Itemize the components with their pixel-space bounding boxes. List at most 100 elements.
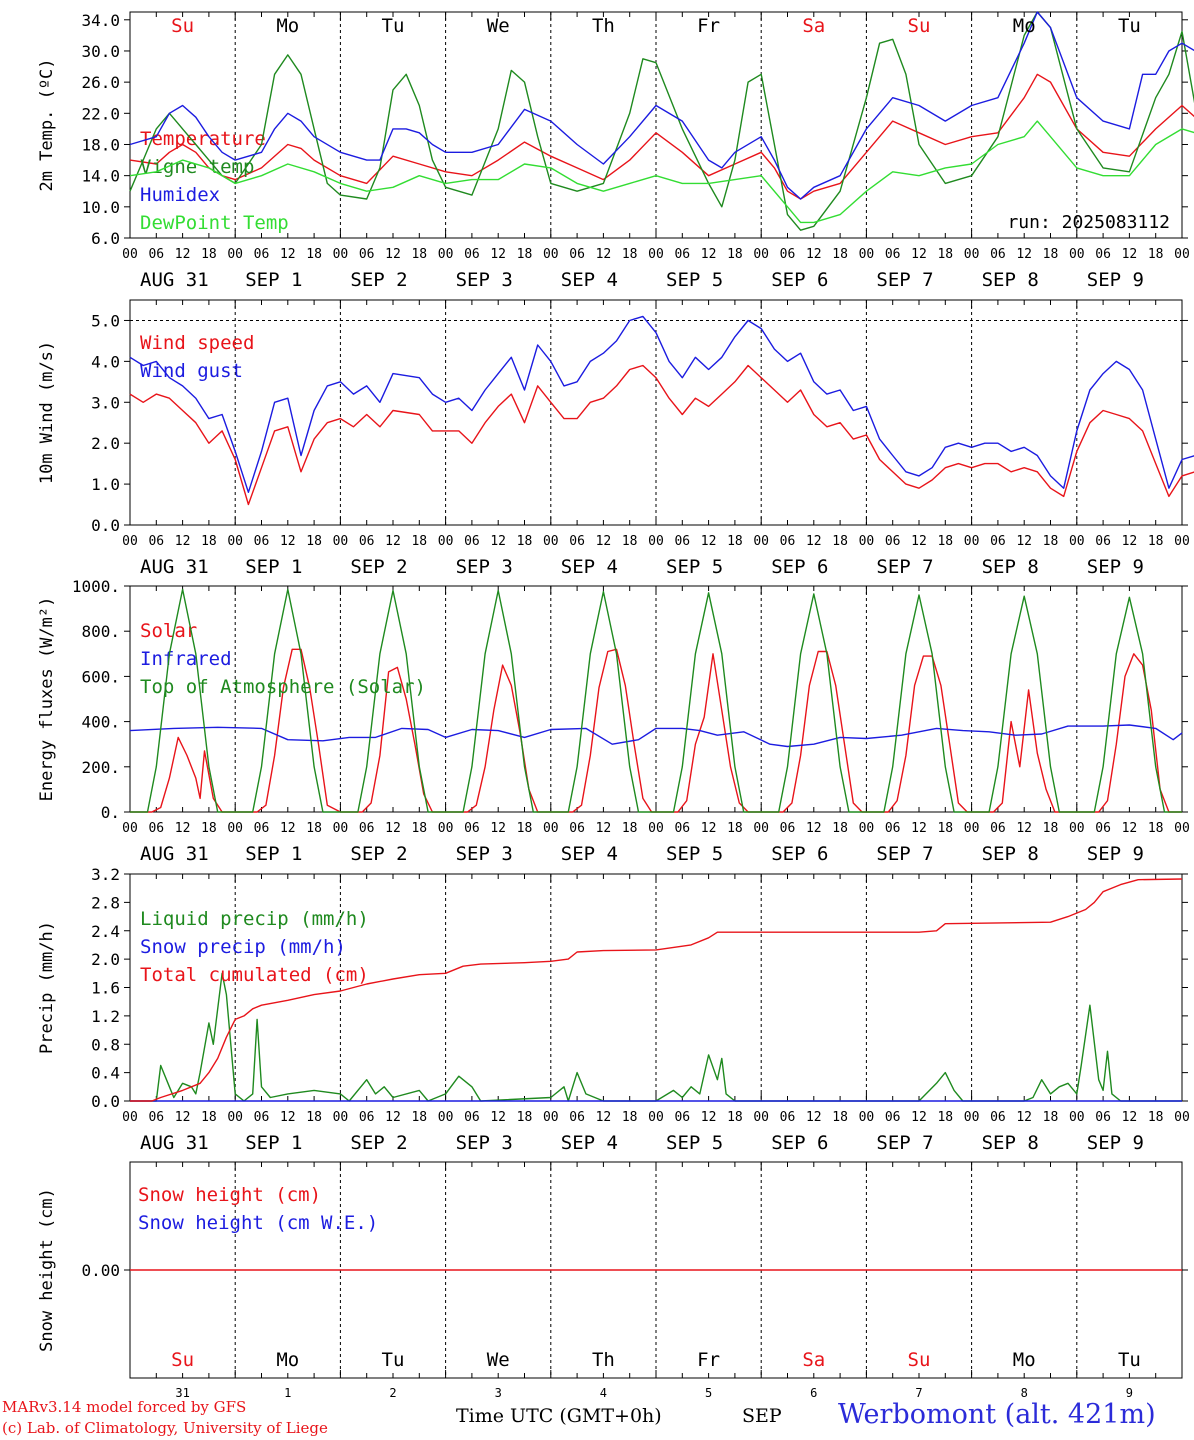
weekday-label: Mo <box>276 15 299 37</box>
hour-label: 06 <box>148 247 164 262</box>
hour-label: 12 <box>280 247 296 262</box>
date-label: AUG 31 <box>140 556 209 578</box>
date-label: AUG 31 <box>140 843 209 865</box>
weekday-label: Sa <box>802 1349 825 1371</box>
hour-label: 18 <box>1043 1110 1059 1125</box>
date-label: SEP 8 <box>982 1132 1039 1154</box>
hour-label: 06 <box>464 247 480 262</box>
hour-label: 00 <box>648 247 664 262</box>
hour-label: 06 <box>780 247 796 262</box>
hour-label: 18 <box>411 247 427 262</box>
date-label: SEP 4 <box>561 556 618 578</box>
hour-label: 06 <box>569 821 585 836</box>
hour-label: 00 <box>1069 1110 1085 1125</box>
weekday-label: Fr <box>697 15 720 37</box>
weekday-label: Mo <box>1013 15 1036 37</box>
date-label: SEP 8 <box>982 556 1039 578</box>
hour-label: 06 <box>780 1110 796 1125</box>
hour-label: 12 <box>385 534 401 549</box>
hour-label: 18 <box>306 1110 322 1125</box>
y-axis-label: 2m Temp. (ºC) <box>37 58 57 191</box>
y-tick-label: 2.8 <box>91 893 120 912</box>
weekday-label: Sa <box>802 15 825 37</box>
hour-label: 18 <box>306 821 322 836</box>
date-label: SEP 9 <box>1087 1132 1144 1154</box>
hour-label: 06 <box>990 821 1006 836</box>
hour-label: 06 <box>254 1110 270 1125</box>
date-label: SEP 4 <box>561 1132 618 1154</box>
hour-label: 12 <box>1016 1110 1032 1125</box>
hour-label: 18 <box>727 247 743 262</box>
hour-label: 18 <box>1148 821 1164 836</box>
run-annotation: run: 2025083112 <box>1007 212 1170 233</box>
hour-label: 00 <box>859 821 875 836</box>
panel-precip: 0.0 0.4 0.8 1.2 1.6 2.0 2.4 2.8 3.2 Precip (mm/h)… <box>37 865 1190 1154</box>
date-label: SEP 9 <box>1087 269 1144 291</box>
hour-label: 18 <box>1148 1110 1164 1125</box>
hour-label: 12 <box>490 534 506 549</box>
hour-label: 12 <box>596 1110 612 1125</box>
day-number-label: 2 <box>389 1386 396 1400</box>
date-label: SEP 3 <box>456 1132 513 1154</box>
hour-label: 00 <box>438 1110 454 1125</box>
y-tick-label: 800. <box>81 622 120 641</box>
y-tick-label: 34.0 <box>81 11 120 30</box>
hour-label: 18 <box>306 247 322 262</box>
legend-entry: Total cumulated (cm) <box>140 964 369 986</box>
legend-entry: Solar <box>140 620 197 642</box>
date-label: SEP 1 <box>245 556 302 578</box>
y-tick-label: 2.0 <box>91 950 120 969</box>
hour-label: 12 <box>1016 534 1032 549</box>
series-line-0 <box>129 364 1194 506</box>
date-label: SEP 5 <box>666 1132 723 1154</box>
hour-label: 18 <box>832 247 848 262</box>
date-label: SEP 6 <box>771 1132 828 1154</box>
day-number-label: 4 <box>600 1386 607 1400</box>
date-label: SEP 3 <box>456 556 513 578</box>
hour-label: 00 <box>1174 821 1190 836</box>
hour-label: 12 <box>911 534 927 549</box>
series-line-1 <box>129 315 1194 493</box>
series-line-2 <box>130 588 1182 813</box>
hour-label: 12 <box>701 1110 717 1125</box>
hour-label: 18 <box>517 821 533 836</box>
hour-label: 00 <box>438 534 454 549</box>
hour-label: 00 <box>333 534 349 549</box>
lab-credit: (c) Lab. of Climatology, University of L… <box>2 1419 328 1437</box>
hour-label: 18 <box>411 821 427 836</box>
hour-label: 06 <box>990 534 1006 549</box>
hour-label: 18 <box>1043 821 1059 836</box>
hour-label: 00 <box>333 247 349 262</box>
day-number-label: 31 <box>175 1386 189 1400</box>
legend-entry: Temperature <box>140 128 266 150</box>
y-tick-label: 22.0 <box>81 104 120 123</box>
hour-label: 12 <box>806 247 822 262</box>
hour-label: 00 <box>1069 534 1085 549</box>
legend-entry: Snow height (cm) <box>138 1184 321 1206</box>
hour-label: 18 <box>201 247 217 262</box>
day-number-label: 5 <box>705 1386 712 1400</box>
hour-label: 12 <box>280 534 296 549</box>
y-axis-label: Snow height (cm) <box>37 1188 57 1352</box>
y-tick-label: 26.0 <box>81 73 120 92</box>
panel-snow: 0.00 Snow height (cm) Snow height (cm) Snow… <box>37 1161 1188 1400</box>
date-label: SEP 7 <box>876 1132 933 1154</box>
y-tick-label: 4.0 <box>91 352 120 371</box>
series-line-1 <box>129 11 1194 231</box>
hour-label: 06 <box>674 534 690 549</box>
y-tick-label: 600. <box>81 667 120 686</box>
date-label: AUG 31 <box>140 1132 209 1154</box>
y-tick-label: 1.2 <box>91 1007 120 1026</box>
legend-entry: Snow precip (mm/h) <box>140 936 346 958</box>
hour-label: 12 <box>1122 534 1138 549</box>
legend-entry: DewPoint Temp <box>140 212 289 234</box>
date-label: SEP 5 <box>666 843 723 865</box>
y-tick-label: 30.0 <box>81 42 120 61</box>
hour-label: 06 <box>1095 1110 1111 1125</box>
y-tick-label: 14.0 <box>81 167 120 186</box>
date-label: SEP 3 <box>456 843 513 865</box>
hour-label: 00 <box>753 1110 769 1125</box>
hour-label: 18 <box>517 1110 533 1125</box>
hour-label: 00 <box>227 821 243 836</box>
